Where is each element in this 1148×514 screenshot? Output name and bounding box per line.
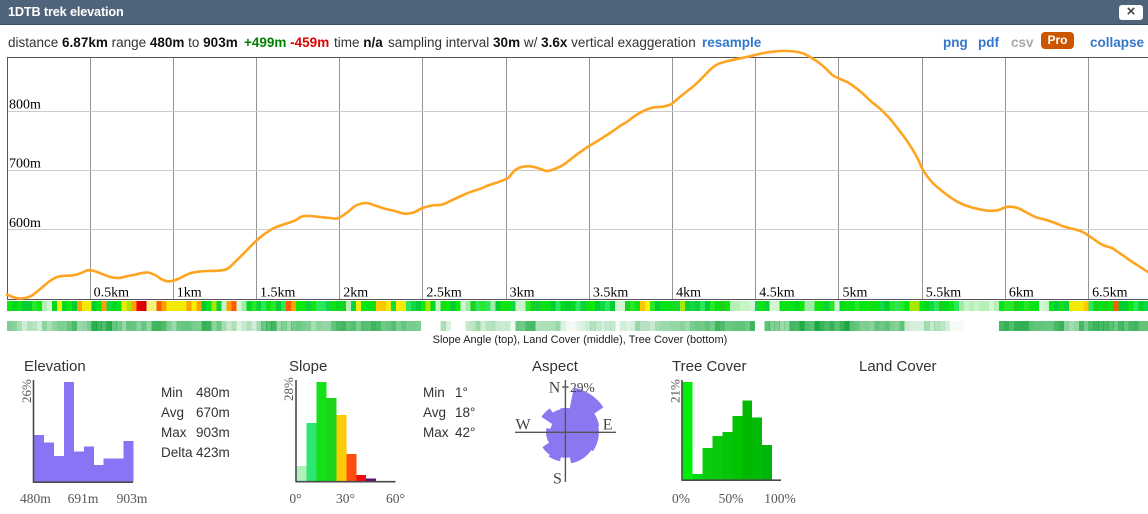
svg-text:Avg: Avg [423,405,446,420]
svg-text:18°: 18° [455,405,475,420]
svg-text:Slope: Slope [289,358,327,375]
svg-text:2km: 2km [343,286,368,301]
svg-text:Aspect: Aspect [532,358,579,375]
svg-text:0.5km: 0.5km [94,286,130,301]
svg-text:N: N [549,380,561,397]
svg-text:Tree Cover: Tree Cover [672,358,746,375]
svg-text:S: S [553,471,562,488]
svg-text:Elevation: Elevation [24,358,86,375]
svg-text:670m: 670m [196,405,230,420]
svg-text:3.5km: 3.5km [593,286,629,301]
svg-text:Avg: Avg [161,405,184,420]
svg-text:Max: Max [423,425,449,440]
svg-text:903m: 903m [196,425,230,440]
svg-text:4km: 4km [676,286,701,301]
svg-text:42°: 42° [455,425,475,440]
svg-text:5km: 5km [843,286,868,301]
svg-text:6.5km: 6.5km [1092,286,1128,301]
svg-text:2.5km: 2.5km [426,286,462,301]
svg-text:W: W [515,417,531,434]
svg-text:691m: 691m [68,491,99,506]
svg-text:29%: 29% [570,380,595,395]
svg-text:50%: 50% [719,491,744,506]
svg-text:480m: 480m [196,385,230,400]
svg-text:26%: 26% [19,379,34,403]
svg-text:30°: 30° [336,491,355,506]
svg-text:0°: 0° [289,491,301,506]
svg-text:Max: Max [161,425,187,440]
svg-text:60°: 60° [386,491,405,506]
svg-text:3km: 3km [510,286,535,301]
svg-text:480m: 480m [20,491,51,506]
svg-text:0%: 0% [672,491,690,506]
svg-text:Land Cover: Land Cover [859,358,937,375]
svg-text:Min: Min [423,385,445,400]
svg-text:4.5km: 4.5km [759,286,795,301]
svg-text:Slope Angle (top), Land Cover: Slope Angle (top), Land Cover (middle), … [433,334,728,346]
svg-text:700m: 700m [9,157,41,172]
svg-text:1.5km: 1.5km [260,286,296,301]
svg-text:Min: Min [161,385,183,400]
svg-text:E: E [603,417,613,434]
svg-text:28%: 28% [281,377,296,401]
svg-text:1km: 1km [177,286,202,301]
svg-text:6km: 6km [1009,286,1034,301]
svg-text:Delta: Delta [161,445,193,460]
svg-text:423m: 423m [196,445,230,460]
svg-text:903m: 903m [117,491,148,506]
svg-text:1°: 1° [455,385,468,400]
svg-text:800m: 800m [9,98,41,113]
svg-text:600m: 600m [9,216,41,231]
svg-text:100%: 100% [764,491,796,506]
svg-text:21%: 21% [668,379,683,403]
svg-text:5.5km: 5.5km [926,286,962,301]
